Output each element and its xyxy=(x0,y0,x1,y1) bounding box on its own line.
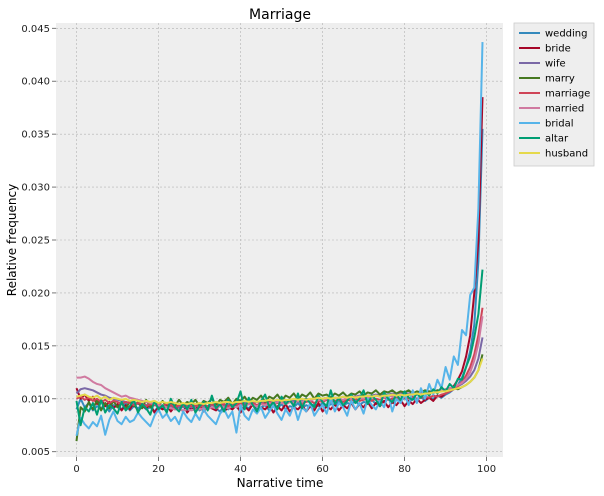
y-tick-label: 0.035 xyxy=(21,130,50,141)
x-tick-label: 100 xyxy=(477,464,496,475)
y-tick-label: 0.010 xyxy=(21,394,50,405)
legend-label-wife: wife xyxy=(545,59,566,70)
y-tick-label: 0.020 xyxy=(21,288,50,299)
chart-title: Marriage xyxy=(249,7,311,23)
series-lines xyxy=(75,42,484,442)
y-tick-label: 0.015 xyxy=(21,341,50,352)
legend-label-bride: bride xyxy=(545,44,571,55)
y-axis-ticks: 0.005 0.010 0.015 0.020 0.025 0.030 0.035 0.040… xyxy=(21,24,56,458)
x-tick-label: 0 xyxy=(73,464,79,475)
y-tick-label: 0.025 xyxy=(21,236,50,247)
legend-label-wedding: wedding xyxy=(545,29,588,40)
x-tick-label: 60 xyxy=(316,464,329,475)
x-tick-label: 80 xyxy=(398,464,411,475)
legend-label-altar: altar xyxy=(545,134,569,145)
series-line-husband xyxy=(76,358,484,406)
y-tick-label: 0.030 xyxy=(21,183,50,194)
x-tick-label: 40 xyxy=(234,464,247,475)
legend-label-husband: husband xyxy=(545,149,588,160)
y-tick-label: 0.040 xyxy=(21,77,50,88)
x-tick-label: 20 xyxy=(152,464,165,475)
legend-label-marry: marry xyxy=(545,74,575,85)
legend-box xyxy=(513,22,595,167)
series-line-altar xyxy=(75,269,484,427)
legend-label-married: married xyxy=(545,104,584,115)
y-axis-label: Relative frequency xyxy=(5,184,19,296)
x-axis-ticks: 0 20 40 60 80 100 xyxy=(73,457,496,475)
x-axis-label: Narrative time xyxy=(237,476,324,490)
legend-label-bridal: bridal xyxy=(545,119,574,130)
legend-label-marriage: marriage xyxy=(545,89,590,100)
y-tick-label: 0.005 xyxy=(21,447,50,458)
legend: wedding bride wife marry marriage married brid… xyxy=(513,22,595,167)
y-tick-label: 0.045 xyxy=(21,24,50,35)
